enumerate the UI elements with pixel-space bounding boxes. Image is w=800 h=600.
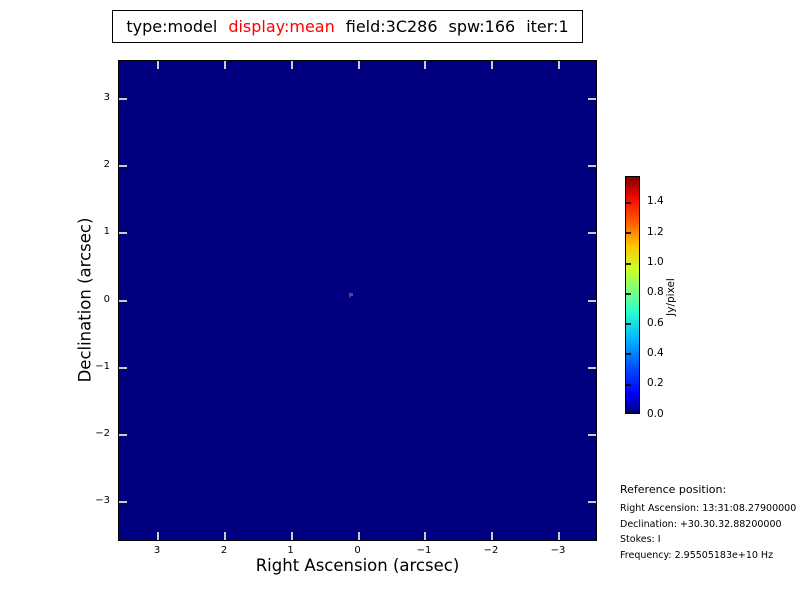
x-tick-label: −1 — [416, 545, 432, 556]
bottom-axis-tick — [491, 532, 493, 540]
x-tick-label: 1 — [287, 545, 294, 556]
colorbar-tick — [626, 292, 631, 295]
y-tick-label: 1 — [103, 226, 110, 237]
title-part-iter: iter:1 — [526, 17, 569, 36]
right-axis-tick — [588, 165, 596, 167]
point-source-marker-secondary — [349, 296, 351, 298]
top-axis-tick — [157, 61, 159, 69]
y-tick-label: 3 — [103, 92, 110, 103]
colorbar-tick — [626, 232, 631, 235]
reference-frequency: Frequency: 2.95505183e+10 Hz — [620, 549, 774, 561]
y-tick-label: −1 — [95, 361, 110, 372]
left-axis-tick — [119, 165, 127, 167]
left-axis-tick — [119, 367, 127, 369]
colorbar-tick-label: 1.4 — [647, 195, 664, 208]
bottom-axis-tick — [224, 532, 226, 540]
title-part-display: display:mean — [228, 17, 335, 36]
x-tick-label: −3 — [550, 545, 566, 556]
top-axis-tick — [491, 61, 493, 69]
colorbar-gradient — [625, 176, 640, 414]
reference-heading: Reference position: — [620, 483, 727, 496]
top-axis-tick — [224, 61, 226, 69]
colorbar-tick — [626, 262, 631, 265]
bottom-axis-tick — [357, 532, 360, 540]
right-axis-tick — [588, 501, 596, 503]
top-axis-tick — [424, 61, 426, 69]
bottom-axis-tick — [157, 532, 159, 540]
y-tick-label: 2 — [103, 159, 110, 170]
right-axis-tick — [588, 98, 596, 100]
left-axis-tick — [119, 232, 127, 234]
colorbar-label: Jy/pixel — [665, 278, 677, 316]
top-axis-tick — [558, 61, 560, 69]
top-axis-tick — [357, 61, 360, 69]
x-tick-label: 3 — [153, 545, 161, 556]
colorbar-tick — [626, 383, 631, 386]
point-source-marker — [349, 293, 353, 296]
image-plot-area — [118, 60, 597, 541]
right-axis-tick — [588, 299, 596, 302]
left-axis-tick — [119, 501, 127, 503]
right-axis-tick — [588, 367, 596, 369]
x-tick-label: 2 — [220, 545, 228, 556]
colorbar-tick-label: 1.0 — [647, 256, 664, 268]
reference-position-block: Reference position: Right Ascension: 13:… — [620, 483, 800, 563]
y-tick-label: −3 — [95, 495, 110, 506]
left-axis-tick — [119, 434, 127, 436]
bottom-axis-tick — [558, 532, 560, 540]
colorbar-tick-label: 0.6 — [647, 316, 664, 329]
colorbar-tick — [626, 412, 631, 414]
title-part-type: type:model — [126, 17, 218, 36]
plot-title-box: type:model display:mean field:3C286 spw:… — [112, 10, 583, 43]
colorbar-tick-label: 1.2 — [647, 225, 664, 238]
x-tick-label: 0 — [354, 545, 361, 556]
colorbar-tick-label: 0.0 — [647, 407, 664, 420]
bottom-axis-tick — [424, 532, 426, 540]
left-axis-tick — [119, 299, 127, 302]
y-tick-label: 0 — [103, 293, 110, 305]
colorbar-tick-label: 0.4 — [647, 346, 664, 359]
x-axis-label: Right Ascension (arcsec) — [255, 556, 460, 575]
y-tick-label: −2 — [95, 428, 110, 439]
colorbar-tick — [626, 323, 631, 326]
right-axis-tick — [588, 434, 596, 436]
left-axis-tick — [119, 98, 127, 100]
reference-stokes: Stokes: I — [620, 534, 661, 545]
colorbar-tick-label: 0.2 — [647, 377, 664, 390]
colorbar-tick — [626, 353, 631, 356]
right-axis-tick — [588, 232, 596, 234]
top-axis-tick — [290, 61, 293, 69]
reference-dec: Declination: +30.30.32.88200000 — [620, 518, 782, 530]
colorbar-tick-label: 0.8 — [647, 286, 664, 299]
bottom-axis-tick — [290, 532, 293, 540]
x-tick-label: −2 — [483, 545, 499, 556]
reference-ra: Right Ascension: 13:31:08.27900000 — [620, 503, 797, 514]
title-part-spw: spw:166 — [448, 17, 516, 36]
colorbar-tick — [626, 201, 631, 204]
title-part-field: field:3C286 — [345, 17, 438, 36]
